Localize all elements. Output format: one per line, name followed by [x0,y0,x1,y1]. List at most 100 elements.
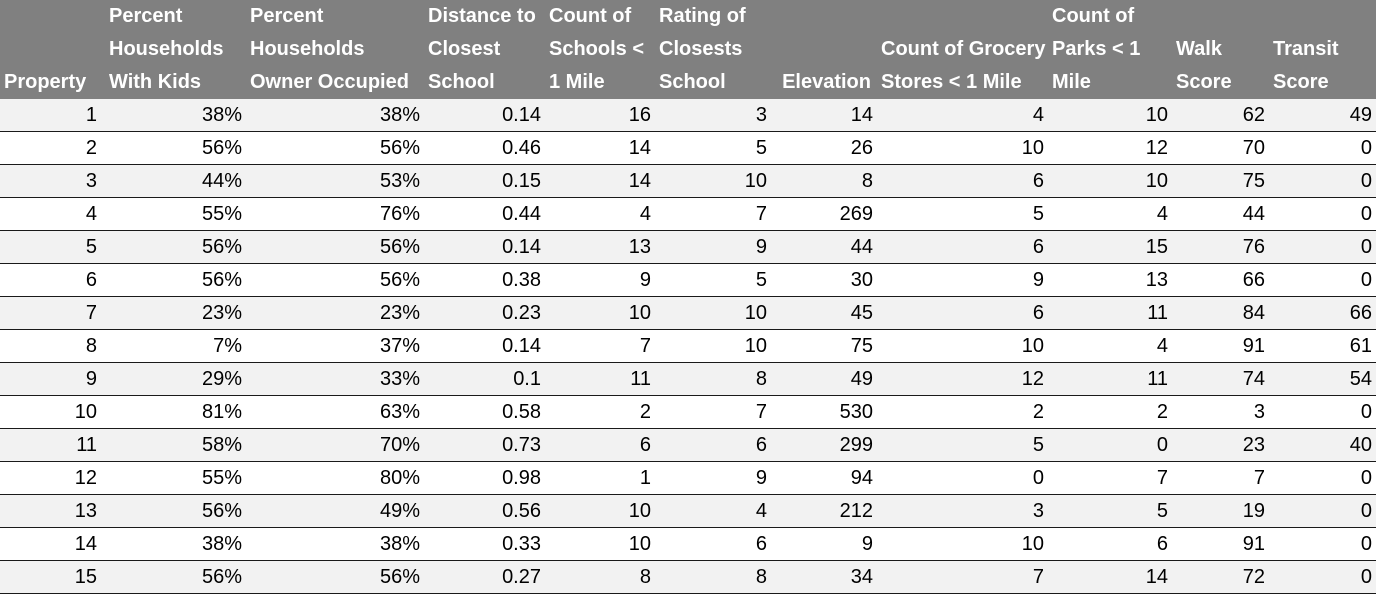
table-cell[interactable]: 53% [246,164,424,198]
table-cell[interactable]: 10 [655,164,771,198]
table-cell[interactable]: 45 [771,296,877,330]
table-cell[interactable]: 56% [105,494,246,528]
header-property[interactable]: Property [0,0,105,99]
table-cell[interactable]: 15 [0,560,105,594]
table-cell[interactable]: 56% [246,263,424,297]
table-cell[interactable]: 44 [771,230,877,264]
table-cell[interactable]: 0 [1269,527,1376,561]
table-cell[interactable]: 10 [655,329,771,363]
table-cell[interactable]: 38% [105,527,246,561]
table-cell[interactable]: 76% [246,197,424,231]
table-cell[interactable]: 4 [0,197,105,231]
table-cell[interactable]: 13 [1048,263,1172,297]
table-cell[interactable]: 4 [1048,197,1172,231]
table-cell[interactable]: 5 [1048,494,1172,528]
table-cell[interactable]: 11 [0,428,105,462]
header-count-parks[interactable]: Count of Parks < 1 Mile [1048,0,1172,99]
table-cell[interactable]: 54 [1269,362,1376,396]
header-elevation[interactable]: Elevation [771,0,877,99]
table-cell[interactable]: 11 [1048,362,1172,396]
table-cell[interactable]: 23% [246,296,424,330]
table-cell[interactable]: 6 [545,428,655,462]
table-cell[interactable]: 0.27 [424,560,545,594]
table-cell[interactable]: 62 [1172,99,1269,132]
table-cell[interactable]: 0.15 [424,164,545,198]
table-cell[interactable]: 0 [877,461,1048,495]
table-cell[interactable]: 49 [771,362,877,396]
table-cell[interactable]: 212 [771,494,877,528]
table-cell[interactable]: 0.14 [424,329,545,363]
table-cell[interactable]: 2 [877,395,1048,429]
table-cell[interactable]: 0 [1269,560,1376,594]
table-cell[interactable]: 0.58 [424,395,545,429]
table-cell[interactable]: 56% [246,230,424,264]
table-cell[interactable]: 9 [655,230,771,264]
table-cell[interactable]: 9 [877,263,1048,297]
table-cell[interactable]: 269 [771,197,877,231]
table-cell[interactable]: 1 [545,461,655,495]
table-cell[interactable]: 8 [655,362,771,396]
table-cell[interactable]: 10 [0,395,105,429]
table-cell[interactable]: 56% [105,131,246,165]
table-cell[interactable]: 10 [545,494,655,528]
table-cell[interactable]: 44% [105,164,246,198]
table-cell[interactable]: 16 [545,99,655,132]
table-cell[interactable]: 10 [877,527,1048,561]
table-cell[interactable]: 0.14 [424,230,545,264]
table-cell[interactable]: 94 [771,461,877,495]
table-cell[interactable]: 26 [771,131,877,165]
table-cell[interactable]: 8 [545,560,655,594]
table-cell[interactable]: 4 [655,494,771,528]
table-cell[interactable]: 10 [545,296,655,330]
table-cell[interactable]: 0 [1269,230,1376,264]
table-cell[interactable]: 9 [655,461,771,495]
header-count-schools[interactable]: Count of Schools < 1 Mile [545,0,655,99]
table-cell[interactable]: 70% [246,428,424,462]
table-cell[interactable]: 4 [1048,329,1172,363]
table-cell[interactable]: 13 [545,230,655,264]
table-cell[interactable]: 9 [545,263,655,297]
table-cell[interactable]: 7 [1172,461,1269,495]
table-cell[interactable]: 15 [1048,230,1172,264]
table-cell[interactable]: 63% [246,395,424,429]
table-cell[interactable]: 72 [1172,560,1269,594]
table-cell[interactable]: 34 [771,560,877,594]
table-cell[interactable]: 7 [655,197,771,231]
header-rating-closest-school[interactable]: Rating of Closests School [655,0,771,99]
table-cell[interactable]: 6 [877,230,1048,264]
table-cell[interactable]: 10 [877,131,1048,165]
table-cell[interactable]: 6 [1048,527,1172,561]
table-cell[interactable]: 7 [0,296,105,330]
table-cell[interactable]: 6 [877,164,1048,198]
table-cell[interactable]: 38% [105,99,246,132]
table-cell[interactable]: 0.23 [424,296,545,330]
table-cell[interactable]: 30 [771,263,877,297]
header-pct-households-owner-occupied[interactable]: Percent Households Owner Occupied [246,0,424,99]
table-cell[interactable]: 91 [1172,329,1269,363]
table-cell[interactable]: 2 [1048,395,1172,429]
table-cell[interactable]: 0.33 [424,527,545,561]
table-cell[interactable]: 7 [877,560,1048,594]
header-distance-to-closest-school[interactable]: Distance to Closest School [424,0,545,99]
table-cell[interactable]: 75 [771,329,877,363]
table-cell[interactable]: 8 [771,164,877,198]
table-cell[interactable]: 49 [1269,99,1376,132]
table-cell[interactable]: 0.46 [424,131,545,165]
table-cell[interactable]: 5 [0,230,105,264]
table-cell[interactable]: 0.56 [424,494,545,528]
table-cell[interactable]: 0.14 [424,99,545,132]
table-cell[interactable]: 14 [545,164,655,198]
header-pct-households-with-kids[interactable]: Percent Households With Kids [105,0,246,99]
table-cell[interactable]: 8 [655,560,771,594]
table-cell[interactable]: 0 [1048,428,1172,462]
table-cell[interactable]: 7 [545,329,655,363]
table-cell[interactable]: 61 [1269,329,1376,363]
table-cell[interactable]: 12 [877,362,1048,396]
table-cell[interactable]: 299 [771,428,877,462]
table-cell[interactable]: 84 [1172,296,1269,330]
table-cell[interactable]: 0 [1269,461,1376,495]
table-cell[interactable]: 0 [1269,494,1376,528]
table-cell[interactable]: 11 [545,362,655,396]
table-cell[interactable]: 55% [105,461,246,495]
header-transit-score[interactable]: Transit Score [1269,0,1376,99]
